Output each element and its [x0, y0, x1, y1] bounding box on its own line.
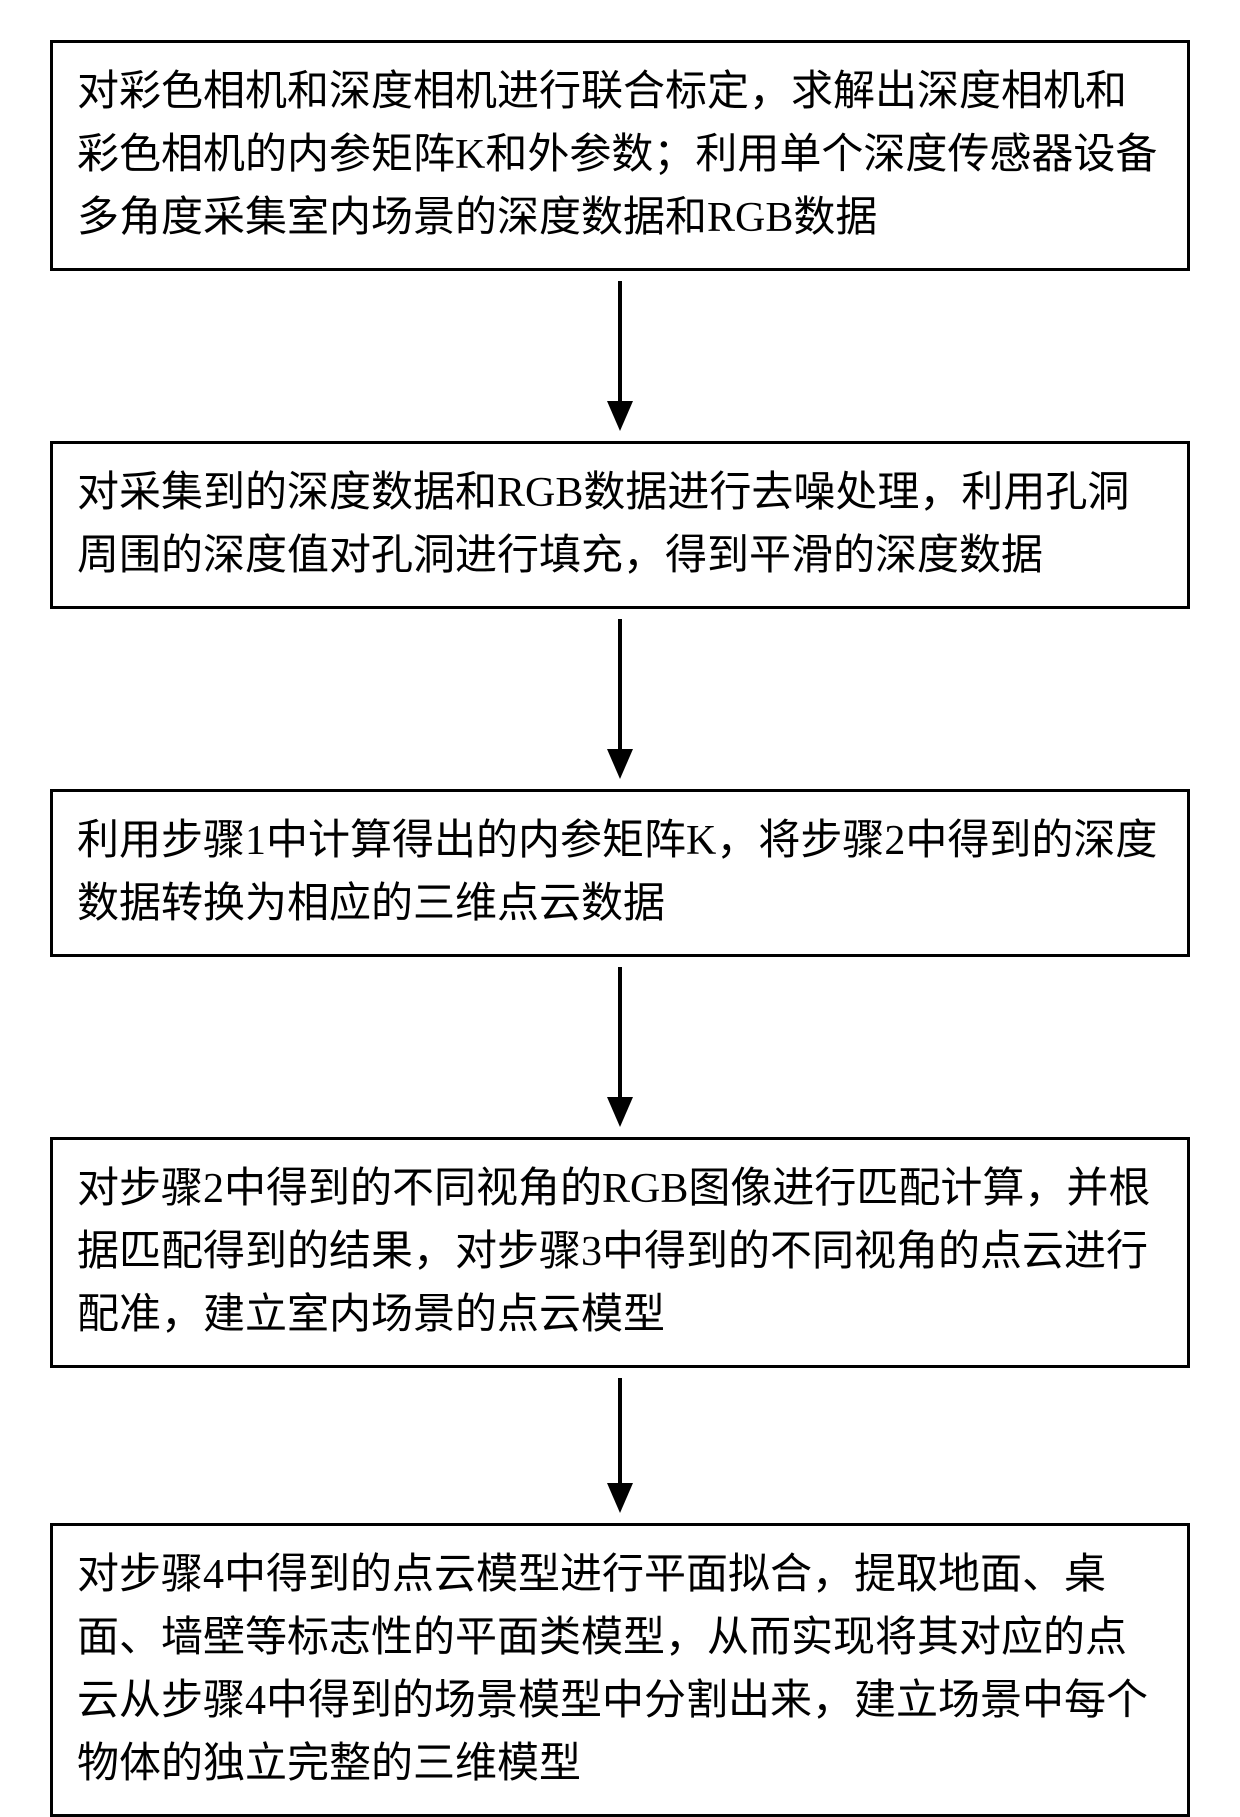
arrow-down-icon: [605, 619, 635, 779]
arrow-2: [605, 609, 635, 789]
flow-step-1: 对彩色相机和深度相机进行联合标定，求解出深度相机和彩色相机的内参矩阵K和外参数；…: [50, 40, 1190, 271]
flow-step-4-text: 对步骤2中得到的不同视角的RGB图像进行匹配计算，并根据匹配得到的结果，对步骤3…: [77, 1158, 1163, 1347]
arrow-down-icon: [605, 1378, 635, 1513]
flow-step-2-text: 对采集到的深度数据和RGB数据进行去噪处理，利用孔洞周围的深度值对孔洞进行填充，…: [77, 462, 1163, 588]
flow-step-5-text: 对步骤4中得到的点云模型进行平面拟合，提取地面、桌面、墙壁等标志性的平面类模型，…: [77, 1544, 1163, 1796]
arrow-4: [605, 1368, 635, 1523]
flowchart-container: 对彩色相机和深度相机进行联合标定，求解出深度相机和彩色相机的内参矩阵K和外参数；…: [50, 40, 1190, 1817]
flow-step-2: 对采集到的深度数据和RGB数据进行去噪处理，利用孔洞周围的深度值对孔洞进行填充，…: [50, 441, 1190, 609]
arrow-3: [605, 957, 635, 1137]
flow-step-4: 对步骤2中得到的不同视角的RGB图像进行匹配计算，并根据匹配得到的结果，对步骤3…: [50, 1137, 1190, 1368]
flow-step-5: 对步骤4中得到的点云模型进行平面拟合，提取地面、桌面、墙壁等标志性的平面类模型，…: [50, 1523, 1190, 1817]
arrow-down-icon: [605, 967, 635, 1127]
arrow-1: [605, 271, 635, 441]
flow-step-3: 利用步骤1中计算得出的内参矩阵K，将步骤2中得到的深度数据转换为相应的三维点云数…: [50, 789, 1190, 957]
arrow-down-icon: [605, 281, 635, 431]
flow-step-1-text: 对彩色相机和深度相机进行联合标定，求解出深度相机和彩色相机的内参矩阵K和外参数；…: [77, 61, 1163, 250]
flow-step-3-text: 利用步骤1中计算得出的内参矩阵K，将步骤2中得到的深度数据转换为相应的三维点云数…: [77, 810, 1163, 936]
